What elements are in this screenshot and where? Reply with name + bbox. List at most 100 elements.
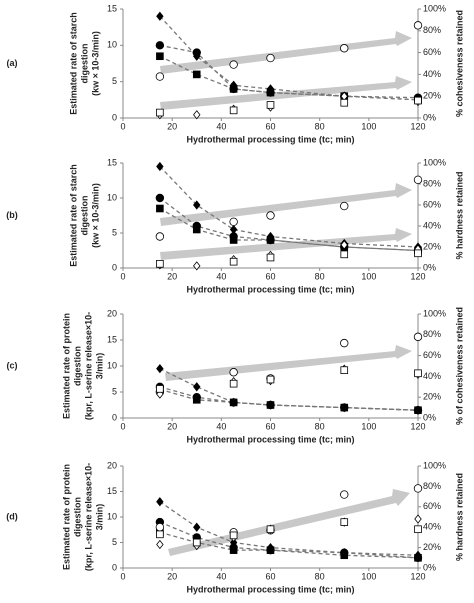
y-tick-label: 10	[107, 360, 117, 370]
point	[266, 375, 275, 384]
x-tick-label: 60	[265, 421, 275, 431]
y2-tick-label: 40%	[423, 220, 441, 230]
point	[229, 531, 238, 540]
series-line	[159, 197, 419, 252]
y-tick-label: 5	[112, 76, 117, 86]
point	[192, 225, 201, 234]
panel-label: (d)	[6, 511, 18, 521]
point	[229, 257, 238, 266]
trend-arrow	[160, 31, 412, 74]
y-tick-label: 0	[112, 262, 117, 272]
y-tick-label: 10	[107, 511, 117, 521]
x-tick-label: 80	[315, 271, 325, 281]
point	[340, 240, 348, 250]
point	[193, 261, 201, 271]
x-tick-label: 120	[410, 271, 425, 281]
point	[156, 161, 164, 172]
y2-tick-label: 0%	[423, 262, 436, 272]
point	[413, 484, 423, 493]
y-axis-label: (kpr, L-serine release×10-	[83, 463, 93, 571]
point	[229, 368, 238, 377]
point	[340, 98, 349, 107]
trend-arrow	[160, 183, 412, 226]
point	[156, 539, 164, 550]
y2-tick-label: 80%	[423, 329, 441, 339]
point	[340, 44, 349, 53]
y2-axis-label: % cohesiveness retained	[454, 10, 464, 117]
x-tick-label: 100	[361, 421, 376, 431]
y2-tick-label: 100%	[423, 3, 446, 13]
panel: 0 5 10 15 20 0% 20% 40% 60% 80% 100% 0 20 40 60 80 100 12…	[7, 307, 465, 444]
y-axis-label: (kw × 10-3/min)	[90, 31, 100, 96]
point	[340, 366, 349, 374]
point	[229, 60, 238, 69]
x-tick-label: 0	[120, 421, 125, 431]
y2-tick-label: 40%	[423, 371, 441, 381]
y-tick-label: 20	[107, 460, 117, 470]
point	[413, 332, 423, 342]
x-tick-label: 20	[167, 571, 177, 581]
point	[156, 108, 164, 117]
x-tick-label: 20	[167, 271, 177, 281]
point	[155, 232, 165, 241]
y2-axis-label: % hardness retained	[454, 473, 464, 561]
point	[414, 369, 422, 378]
y-axis-label: digestion	[79, 196, 89, 236]
y-tick-label: 15	[107, 334, 117, 344]
y-axis-label: digestion	[79, 44, 89, 84]
point	[413, 21, 423, 30]
point	[155, 523, 165, 532]
point	[156, 497, 164, 507]
panel: 0 5 10 15 20 0% 20% 40% 60% 80% 100% 0 20 40 60 80 100 12…	[6, 460, 464, 594]
y2-tick-label: 20%	[423, 542, 441, 552]
point	[340, 250, 349, 259]
point	[229, 85, 238, 93]
y-tick-label: 0	[112, 412, 117, 422]
point	[340, 551, 349, 560]
point	[193, 110, 201, 120]
trend-arrow	[165, 345, 412, 381]
point	[229, 398, 238, 407]
point	[414, 554, 422, 562]
point	[156, 11, 164, 21]
point	[413, 175, 423, 184]
x-tick-label: 40	[216, 271, 226, 281]
point	[156, 204, 164, 213]
y2-tick-label: 100%	[423, 157, 446, 167]
point	[193, 200, 201, 210]
x-tick-label: 100	[361, 571, 376, 581]
x-tick-label: 40	[216, 571, 226, 581]
y2-tick-label: 20%	[423, 91, 441, 101]
y-axis-label: Estimated rate of starch	[68, 12, 78, 115]
panel-label: (b)	[6, 210, 18, 220]
x-tick-label: 0	[120, 271, 125, 281]
y2-tick-label: 0%	[423, 112, 436, 122]
point	[340, 338, 349, 348]
point	[414, 525, 422, 534]
y2-tick-label: 0%	[423, 562, 436, 572]
y-tick-label: 15	[107, 157, 117, 167]
x-tick-label: 0	[120, 121, 125, 131]
x-tick-label: 40	[216, 121, 226, 131]
point	[414, 406, 422, 414]
point	[340, 518, 349, 526]
point	[229, 217, 238, 226]
point	[266, 236, 275, 244]
y-axis-label: digestion	[72, 346, 82, 386]
point	[156, 385, 164, 393]
point	[414, 249, 422, 258]
series-line	[159, 501, 419, 556]
series-line	[159, 166, 419, 248]
y-axis-label: (kw × 10-3/min)	[90, 183, 100, 248]
y2-tick-label: 100%	[423, 460, 446, 470]
series-line	[159, 207, 419, 252]
x-tick-label: 60	[265, 571, 275, 581]
x-tick-label: 80	[315, 121, 325, 131]
y2-tick-label: 60%	[423, 199, 441, 209]
x-tick-label: 120	[410, 421, 425, 431]
point	[156, 363, 164, 374]
point	[193, 522, 201, 532]
point	[156, 52, 164, 61]
point	[340, 403, 349, 412]
x-tick-label: 60	[265, 121, 275, 131]
